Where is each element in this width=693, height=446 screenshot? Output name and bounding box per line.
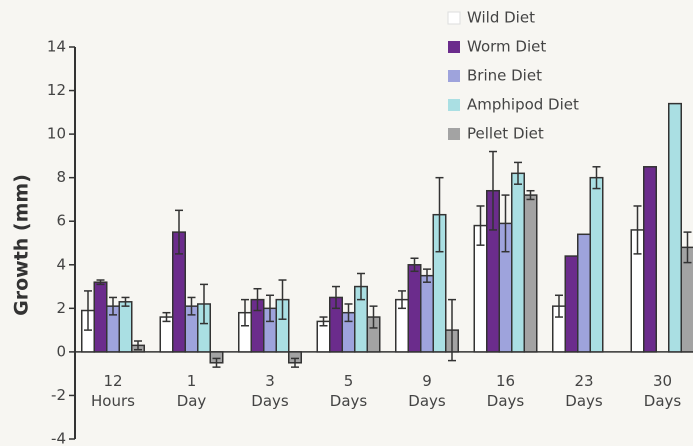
- x-tick-label-line: Days: [565, 392, 603, 410]
- legend-swatch: [448, 70, 460, 82]
- legend-label: Amphipod Diet: [467, 96, 579, 114]
- x-tick-label: 23 Days: [565, 372, 603, 410]
- legend-swatch: [447, 11, 461, 25]
- x-tick-label-line: 3: [265, 372, 275, 390]
- y-tick-label: 0: [56, 342, 66, 360]
- y-tick-label: 2: [56, 299, 66, 317]
- legend-label: Worm Diet: [467, 38, 546, 56]
- x-tick-label-line: Days: [644, 392, 682, 410]
- y-tick-label: -2: [51, 386, 66, 404]
- x-tick-label: 3 Days: [251, 372, 289, 410]
- x-tick-label-line: 9: [422, 372, 432, 390]
- x-tick-label-line: 16: [496, 372, 515, 390]
- bar: [577, 233, 591, 353]
- x-tick-label-line: Hours: [91, 392, 135, 410]
- bar: [589, 176, 604, 353]
- x-tick-label-line: 1: [187, 372, 197, 390]
- y-tick-label: 4: [56, 255, 66, 273]
- legend-label: Pellet Diet: [467, 125, 544, 143]
- bar: [643, 166, 657, 353]
- bar: [668, 102, 682, 353]
- bar: [159, 316, 174, 353]
- bar: [93, 281, 108, 353]
- y-tick-label: 8: [56, 168, 66, 186]
- x-tick-label-line: 12: [103, 372, 122, 390]
- bar: [511, 172, 525, 353]
- x-tick-label: 9 Days: [408, 372, 446, 410]
- y-tick-label: 6: [56, 212, 66, 230]
- legend-swatch: [448, 128, 460, 140]
- y-tick-label: 14: [47, 38, 66, 56]
- legend-swatch: [448, 41, 460, 53]
- x-tick-label-line: 23: [574, 372, 593, 390]
- bar: [523, 194, 538, 353]
- y-tick-label: -4: [51, 430, 66, 446]
- x-tick-label-line: Days: [487, 392, 525, 410]
- x-tick-label: 16 Days: [487, 372, 525, 410]
- x-tick-label-line: 5: [344, 372, 354, 390]
- x-tick-label-line: Days: [330, 392, 368, 410]
- x-tick-label: 1 Day: [177, 372, 207, 410]
- y-tick-label: 12: [47, 81, 66, 99]
- bar: [420, 274, 434, 353]
- x-tick-label-line: Days: [251, 392, 289, 410]
- y-axis-label: Growth (mm): [11, 174, 33, 316]
- bar: [564, 255, 579, 353]
- x-tick-label-line: 30: [653, 372, 672, 390]
- legend-swatch: [448, 99, 460, 111]
- bar: [407, 264, 422, 353]
- bar: [118, 301, 133, 353]
- x-tick-label: 5 Days: [330, 372, 368, 410]
- x-tick-label-line: Days: [408, 392, 446, 410]
- x-tick-label: 12 Hours: [91, 372, 135, 410]
- legend-label: Brine Diet: [467, 67, 542, 85]
- x-tick-label-line: Day: [177, 392, 207, 410]
- x-tick-label: 30 Days: [644, 372, 682, 410]
- y-tick-label: 10: [47, 125, 66, 143]
- legend-label: Wild Diet: [467, 9, 535, 27]
